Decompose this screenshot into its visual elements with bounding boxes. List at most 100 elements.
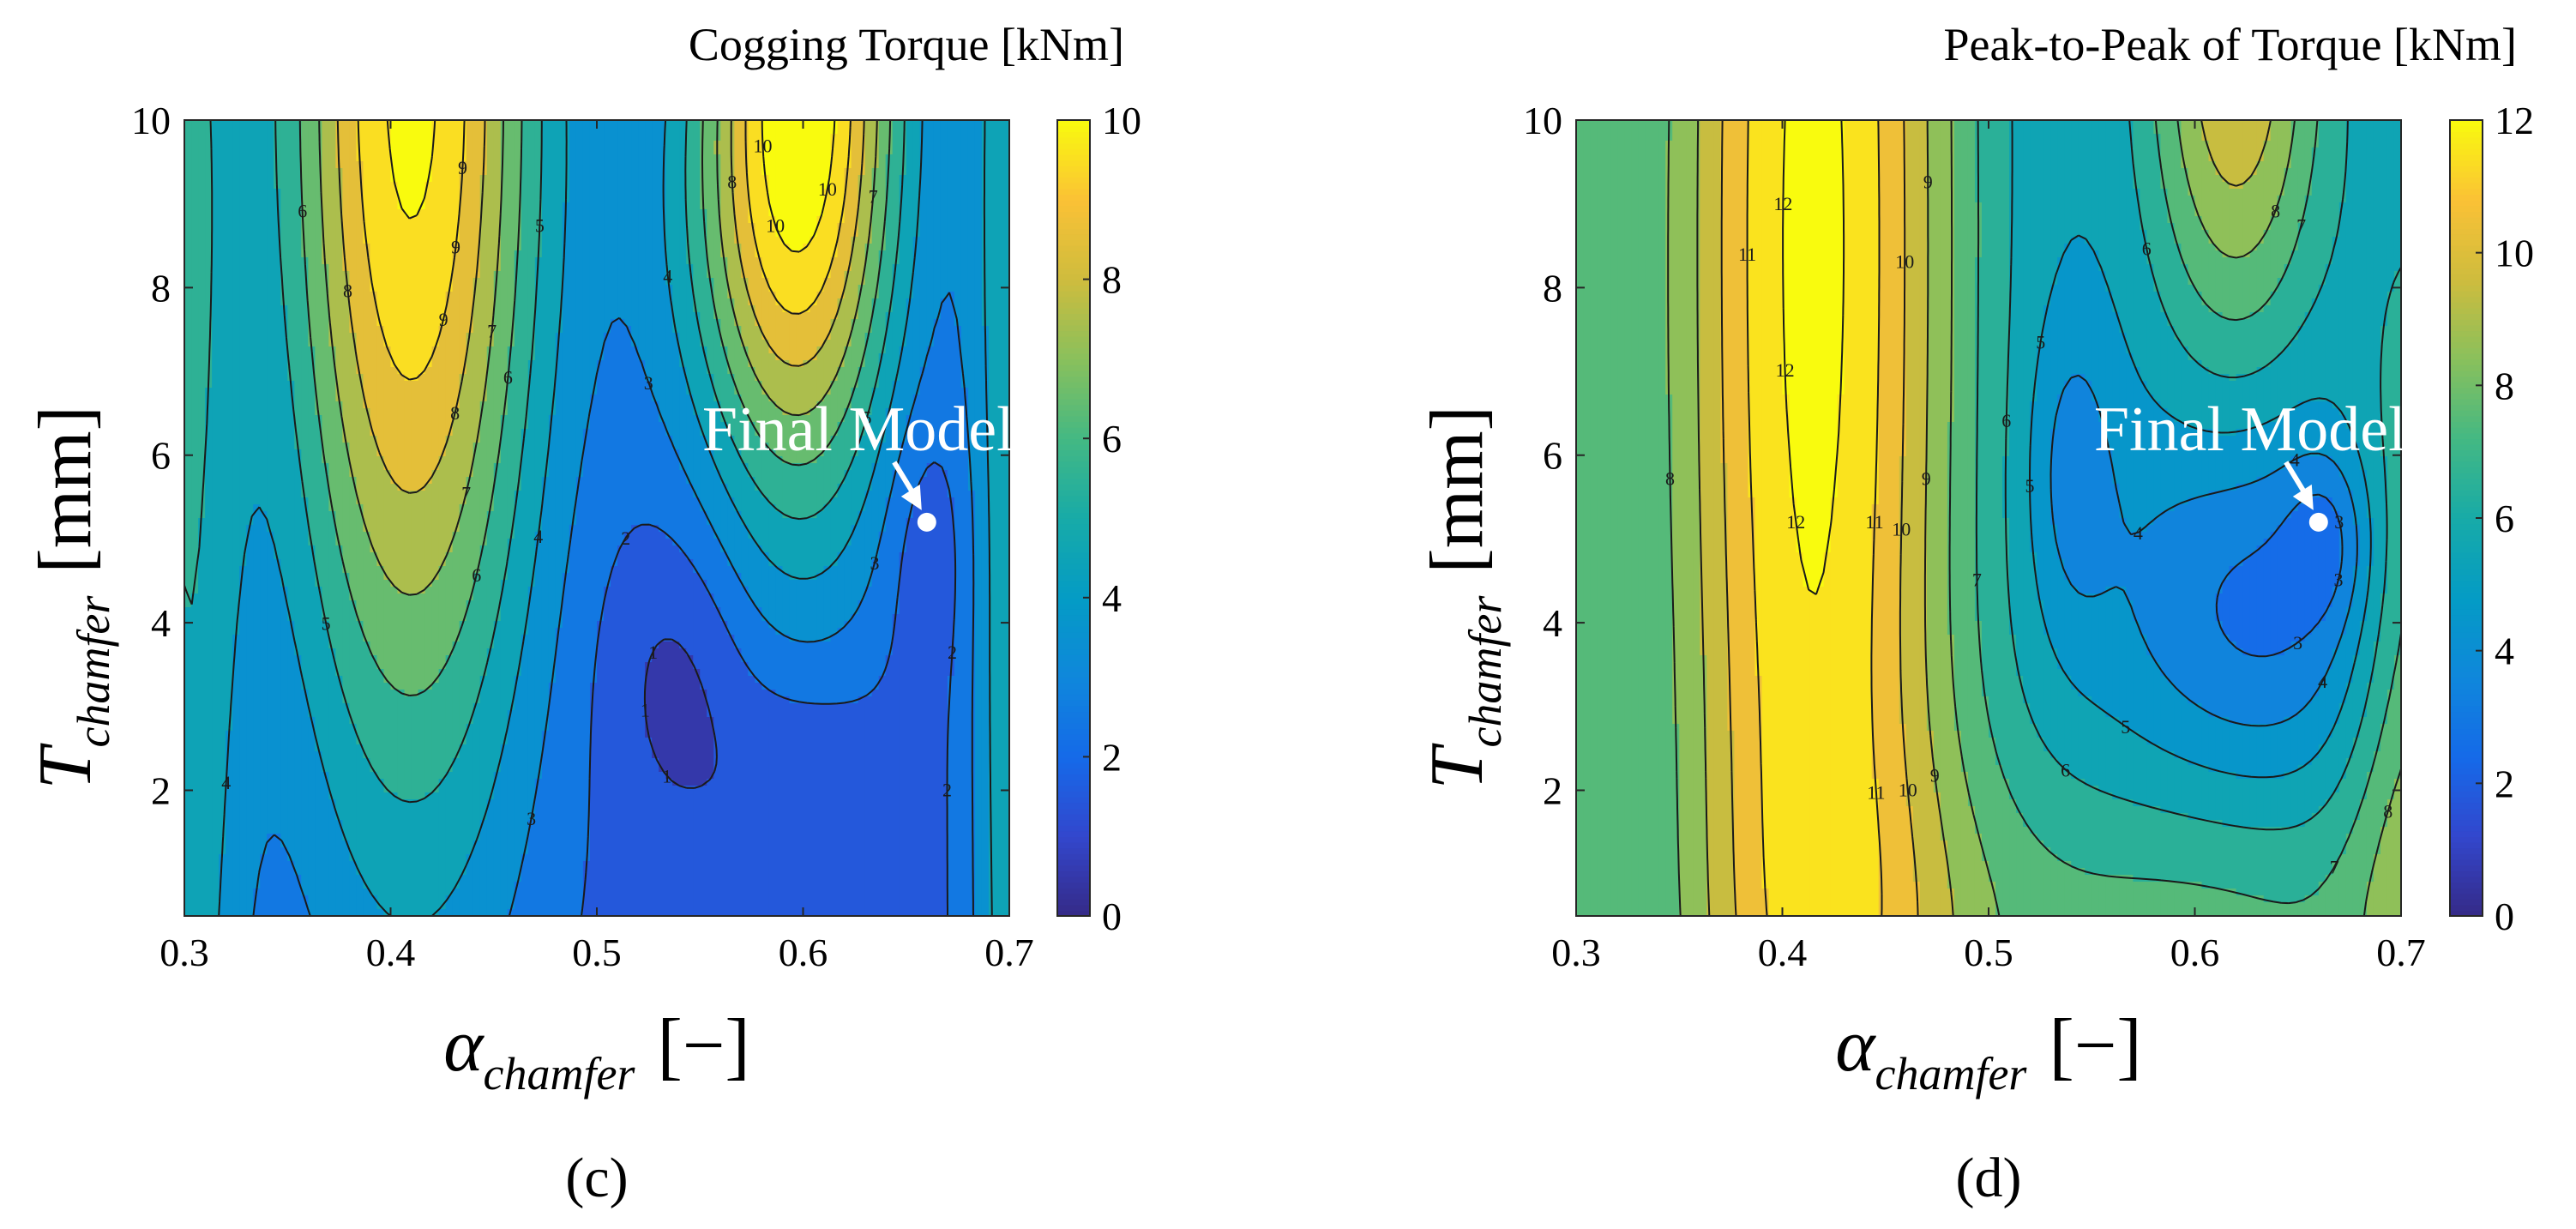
contour-label: 10: [1899, 779, 1917, 800]
contour-label: 6: [298, 201, 307, 222]
contour-label: 10: [766, 214, 785, 236]
contour-label: 5: [2121, 716, 2130, 738]
contour-label: 12: [1773, 193, 1792, 214]
contour-line-4: [2049, 374, 2358, 727]
contour-label: 8: [2271, 201, 2280, 222]
contour-label: 9: [439, 309, 448, 330]
y-axis-label: Tchamfer[mm]: [1416, 406, 1511, 789]
contour-label: 7: [869, 186, 878, 208]
contour-label: 10: [1892, 519, 1911, 540]
contour-label: 11: [1738, 244, 1756, 265]
contour-label: 5: [2036, 331, 2045, 352]
contour-label: 4: [221, 772, 231, 793]
contour-label: 6: [2142, 238, 2152, 259]
x-tick-label: 0.4: [366, 931, 416, 974]
colorbar-frame: [1056, 119, 1091, 917]
x-axis-label: αchamfer [−]: [443, 1004, 749, 1099]
y-tick-label: 4: [151, 601, 171, 645]
contour-label: 5: [2025, 475, 2035, 497]
y-tick-label: 6: [1543, 434, 1562, 478]
contour-label: 2: [942, 779, 952, 800]
chart-panel-c: 1 1 1 2 2 2 3 3 3 4 4 4 5 5 5 6 6 6 7 7 7 8 8 8 9 9 9 10 10 10 0.3 0.4 0…: [24, 19, 1141, 1209]
contour-line-3: [2215, 493, 2344, 658]
contour-label: 6: [2061, 759, 2070, 780]
contour-label: 4: [533, 526, 543, 547]
colorbar-tick-label: 12: [2495, 99, 2534, 142]
contour-label: 11: [1865, 511, 1883, 533]
chart-title: Peak-to-Peak of Torque [kNm]: [1943, 19, 2517, 70]
contour-line-8: [1667, 120, 2401, 916]
contour-label: 9: [451, 237, 460, 258]
colorbar-tick-label: 2: [1102, 735, 1122, 779]
contour-label: 4: [2134, 522, 2143, 544]
y-tick-label: 10: [131, 99, 171, 142]
x-axis-label: αchamfer [−]: [1835, 1004, 2141, 1099]
contour-label: 1: [641, 700, 650, 721]
contour-label: 10: [818, 178, 837, 200]
contour-label: 5: [322, 612, 331, 634]
colorbar: 0 2 4 6 8 10 12: [2449, 99, 2534, 938]
contour-label: 4: [2318, 671, 2327, 692]
contour-label: 2: [948, 642, 957, 663]
contour-line-10: [386, 120, 836, 253]
y-tick-label: 8: [1543, 266, 1562, 310]
final-model-marker: [2308, 512, 2328, 532]
contour-label: 12: [1786, 511, 1805, 533]
contour-label: 7: [1972, 569, 1982, 591]
colorbar-tick-label: 10: [1102, 99, 1141, 142]
contour-line-1: [643, 638, 718, 789]
contour-label: 3: [527, 808, 536, 829]
contour-label: 9: [458, 157, 467, 178]
annotation-arrow-head: [900, 484, 922, 510]
colorbar-tick-label: 10: [2495, 232, 2534, 275]
x-tick-label: 0.6: [2170, 931, 2220, 974]
contour-label: 7: [487, 320, 497, 341]
contour-label: 5: [863, 407, 872, 429]
chart-title: Cogging Torque [kNm]: [689, 19, 1124, 70]
contour-label: 8: [727, 172, 737, 193]
contour-label: 4: [663, 265, 672, 286]
contour-label: 8: [343, 280, 352, 301]
colorbar-tick-label: 8: [2495, 364, 2514, 407]
contour-label: 9: [1923, 172, 1933, 193]
contour-line-6: [298, 120, 892, 696]
contour-line-7: [318, 120, 878, 596]
contour-line-9: [357, 120, 852, 381]
contour-label: 3: [644, 372, 653, 394]
contour-label: 9: [1930, 765, 1940, 786]
colorbar-tick-label: 0: [2495, 895, 2514, 938]
y-tick-label: 6: [151, 434, 171, 478]
contour-label: 7: [2296, 214, 2306, 236]
y-axis-label: Tchamfer[mm]: [24, 406, 119, 789]
contour-line-7: [1975, 120, 2401, 905]
contour-label: 3: [2334, 569, 2344, 591]
contour-label: 3: [2334, 511, 2344, 533]
final-model-annotation: Final Model: [2094, 395, 2406, 465]
contour-label: 3: [2293, 632, 2302, 654]
x-tick-label: 0.7: [2376, 931, 2426, 974]
contour-label: 8: [450, 402, 460, 424]
contour-line-8: [336, 120, 865, 494]
final-model-marker: [917, 512, 936, 532]
annotation-arrow-head: [2292, 484, 2314, 510]
x-tick-label: 0.3: [1551, 931, 1601, 974]
y-tick-label: 8: [151, 266, 171, 310]
colorbar-tick-label: 0: [1102, 895, 1122, 938]
contour-label: 10: [754, 136, 773, 157]
contour-lines: 1 1 1 2 2 2 3 3 3 4 4 4 5 5 5 6 6 6 7 7 7 8 8 8 9 9 9 10 10 10: [184, 120, 993, 916]
x-tick-label: 0.5: [1964, 931, 2013, 974]
contour-line-6: [2004, 120, 2401, 831]
x-tick-label: 0.7: [984, 931, 1034, 974]
x-tick-label: 0.4: [1758, 931, 1808, 974]
contour-label: 6: [503, 367, 513, 389]
contour-line-5: [184, 120, 906, 804]
contour-line-2: [581, 461, 957, 916]
contour-line-4: [218, 120, 993, 916]
contour-label: 2: [621, 527, 630, 549]
final-model-annotation: Final Model: [702, 395, 1014, 465]
chart-panel-d: 3334445556667778889991010101111111212120…: [1416, 19, 2534, 1209]
contour-label: 3: [870, 552, 880, 574]
contour-line-3: [252, 292, 975, 916]
